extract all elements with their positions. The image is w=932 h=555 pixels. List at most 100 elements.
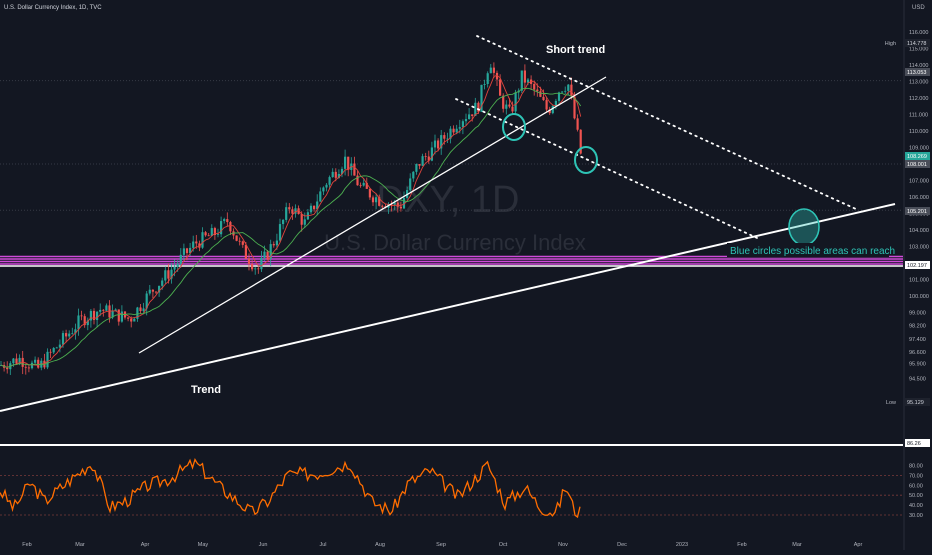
candle-body	[362, 182, 365, 186]
candle-body	[452, 128, 455, 133]
rsi-tick-label: 60.00	[909, 483, 923, 489]
candle-body	[213, 228, 216, 235]
candle-body	[300, 214, 303, 225]
target-circles[interactable]	[502, 113, 820, 246]
time-tick-label: Oct	[499, 542, 508, 548]
candle-body	[133, 318, 136, 322]
candle-body	[254, 268, 257, 270]
candle-body	[334, 171, 337, 178]
time-axis[interactable]: Feb Mar Apr May Jun Jul Aug Sep Oct Nov Dec 2023 Feb…	[22, 542, 862, 548]
candle-body	[114, 309, 117, 311]
candle-body	[303, 219, 306, 225]
price-tag-102-bg	[905, 261, 930, 269]
price-tick-label: 115.000	[909, 47, 928, 53]
candle-body	[461, 121, 464, 128]
candle-body	[58, 344, 61, 348]
candle-body	[316, 201, 319, 210]
candle-body	[12, 358, 15, 364]
candle-body	[564, 90, 567, 92]
candle-body	[567, 84, 570, 91]
candle-body	[344, 156, 347, 169]
candle-body	[536, 89, 539, 92]
rsi-current-tag: 86.26	[907, 441, 921, 447]
short-trend-lower-line	[455, 98, 758, 239]
candle-body	[477, 102, 480, 112]
time-tick-label: Jul	[319, 542, 326, 548]
candle-body	[371, 197, 375, 203]
candle-body	[294, 208, 297, 214]
candle-body	[189, 247, 192, 254]
candle-body	[288, 207, 291, 210]
candle-body	[241, 241, 244, 245]
time-tick-label: Nov	[558, 542, 568, 548]
price-tick-label: 114.000	[909, 63, 928, 69]
circles-note[interactable]: Blue circles possible areas can reach	[730, 246, 895, 257]
short-trend-label[interactable]: Short trend	[546, 44, 605, 56]
candle-body	[182, 248, 185, 255]
price-tag-105: 105.201	[907, 209, 927, 215]
candle-body	[291, 209, 294, 214]
candle-body	[551, 105, 554, 114]
price-tick-label: 107.000	[909, 179, 929, 185]
resistance-zone	[0, 255, 903, 267]
candle-body	[446, 138, 449, 140]
time-tick-label: Feb	[737, 542, 746, 548]
rsi-line	[0, 458, 581, 519]
candle-body	[474, 102, 477, 116]
candle-body	[415, 163, 418, 172]
candle-body	[412, 171, 415, 179]
price-tags: High 114.778 113.053 108.269 108.001 105.201 1…	[885, 39, 930, 447]
trend-label-bg	[188, 382, 222, 396]
candle-body	[15, 358, 18, 364]
candle-body	[244, 244, 247, 259]
candle-body	[421, 156, 424, 166]
candle-body	[37, 359, 40, 368]
candle-body	[340, 168, 344, 174]
candle-body	[375, 197, 378, 203]
candle-body	[489, 67, 492, 74]
candle-body	[337, 173, 340, 178]
trend-label[interactable]: Trend	[191, 384, 221, 396]
short-trend-label-bg	[543, 42, 605, 56]
candle-body	[170, 269, 173, 279]
candle-body	[480, 84, 483, 112]
candle-body	[257, 268, 260, 270]
candle-body	[204, 232, 207, 236]
candle-body	[74, 329, 77, 334]
high-price-tag-bg	[905, 39, 930, 47]
candle-body	[210, 228, 213, 237]
candle-body	[399, 206, 402, 209]
candle-body	[55, 347, 58, 349]
candle-body	[319, 191, 322, 202]
candle-body	[495, 72, 499, 80]
price-tag-105-bg	[905, 207, 930, 215]
candle-body	[359, 185, 362, 187]
candle-body	[396, 202, 399, 207]
low-price-tag-caption: Low	[886, 400, 896, 406]
price-tick-label: 109.000	[909, 146, 929, 152]
candle-body	[381, 205, 384, 207]
candle-body	[226, 219, 229, 223]
candle-body	[34, 359, 37, 363]
time-tick-label: May	[198, 542, 209, 548]
candle-body	[502, 95, 505, 109]
candle-body	[285, 207, 288, 220]
candle-body	[105, 305, 108, 311]
long-trend-line	[0, 203, 896, 412]
price-tag-108b: 108.001	[907, 162, 927, 168]
time-tick-label: Aug	[375, 542, 385, 548]
candle-body	[443, 135, 446, 139]
candle-body	[353, 163, 356, 176]
target-circle-1	[502, 113, 526, 141]
candle-body	[554, 100, 557, 106]
time-tick-label: Mar	[75, 542, 85, 548]
circles-note-bg	[727, 243, 889, 257]
candle-body	[409, 178, 412, 191]
candle-body	[468, 114, 471, 120]
fast-moving-average-line	[0, 74, 582, 368]
trend-lines[interactable]	[0, 35, 896, 412]
candle-body	[117, 309, 120, 322]
price-tick-label: 101.000	[909, 278, 929, 284]
